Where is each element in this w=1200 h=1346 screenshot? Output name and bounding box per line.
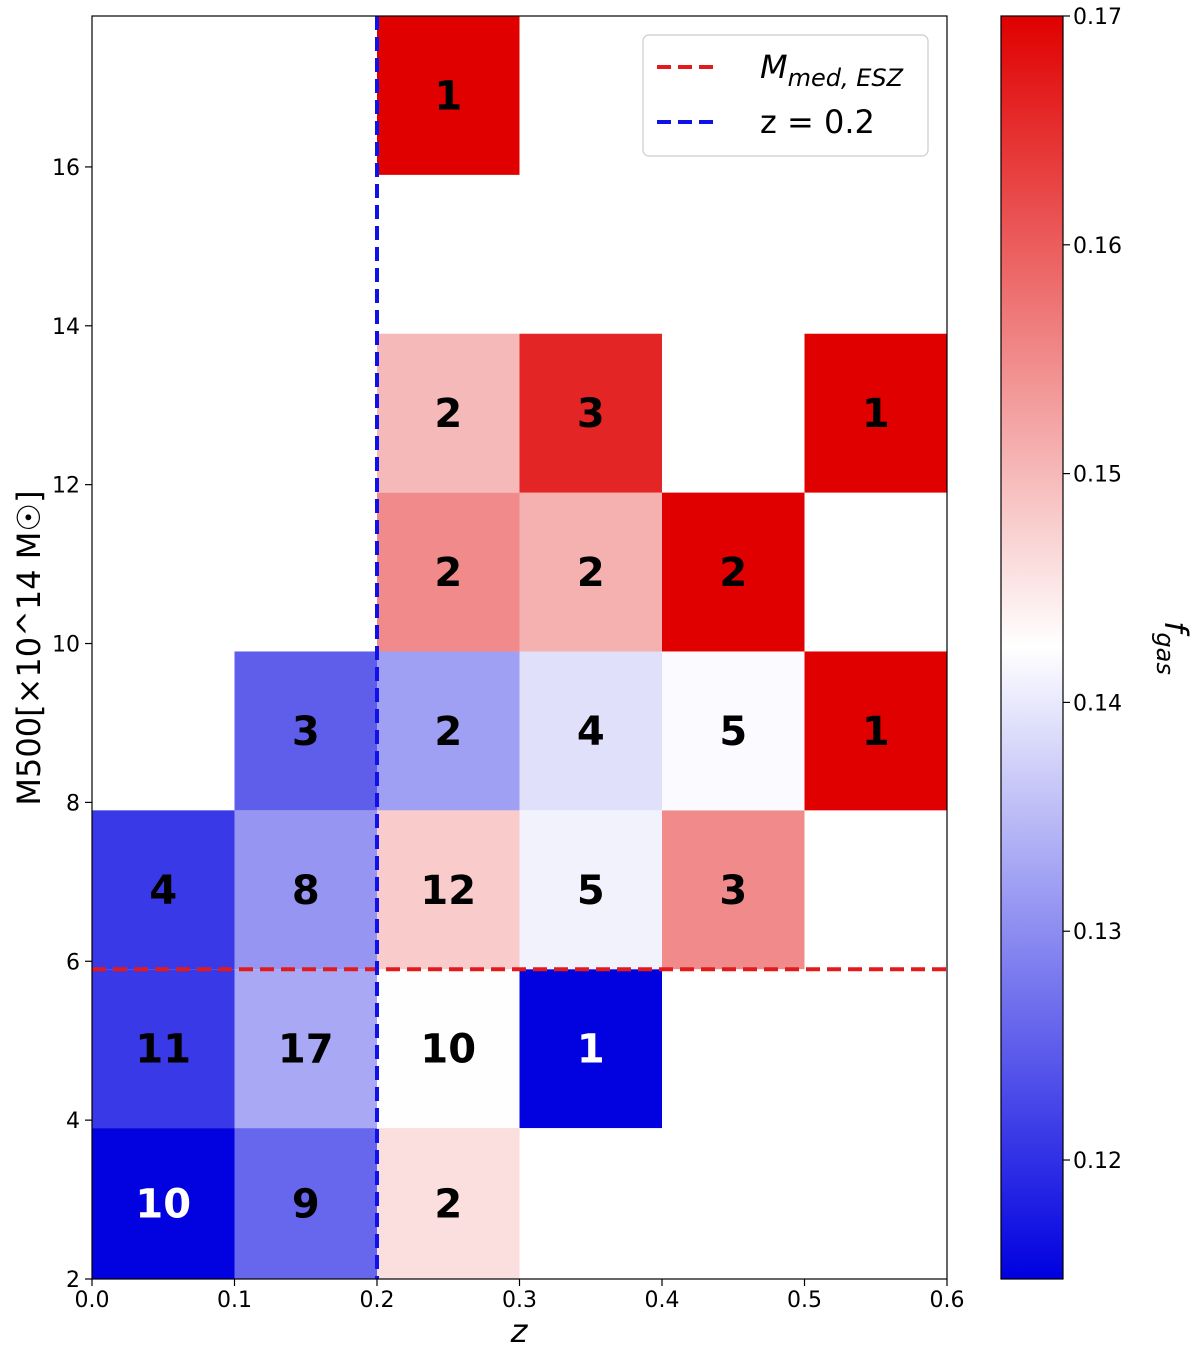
heatmap-cell <box>519 810 662 970</box>
colorbar-tick-label: 0.15 <box>1073 463 1122 488</box>
x-tick-label: 0.3 <box>502 1288 537 1313</box>
reference-lines <box>92 16 947 1279</box>
heatmap-cell-count: 2 <box>434 391 462 437</box>
heatmap-cell <box>804 333 947 493</box>
y-tick-label: 2 <box>66 1268 80 1293</box>
legend: Mmed, ESZ z = 0.2 <box>642 34 929 157</box>
heatmap-cell-count: 1 <box>862 709 890 755</box>
heatmap-cell <box>377 16 520 175</box>
y-tick-label: 6 <box>66 950 80 975</box>
x-tick-label: 0.0 <box>75 1288 110 1313</box>
heatmap-cell <box>234 651 377 811</box>
colorbar: 0.12 0.13 0.14 0.15 0.16 0.17 fgas <box>1000 5 1195 1280</box>
heatmap-cell-count: 3 <box>292 709 320 755</box>
heatmap-cell-labels: 10 9 211 17 10 14 8 12 5 33 2 4 5 12 2 22 3 11 <box>135 73 889 1227</box>
heatmap-cell <box>377 810 520 970</box>
heatmap-cell-count: 4 <box>577 709 605 755</box>
heatmap-cell <box>519 651 662 811</box>
heatmap-cell-count: 9 <box>292 1182 320 1228</box>
heatmap-cell <box>234 810 377 970</box>
legend-label-mmed-sub: med, ESZ <box>788 64 904 92</box>
heatmap-cell-count: 3 <box>577 391 605 437</box>
heatmap-cell-count: 5 <box>719 709 747 755</box>
heatmap-cell <box>377 969 520 1129</box>
heatmap-cell <box>519 333 662 493</box>
heatmap-cell-count: 2 <box>719 550 747 596</box>
legend-box <box>642 34 929 157</box>
y-tick-label: 8 <box>66 791 80 816</box>
heatmap-cell-count: 2 <box>577 550 605 596</box>
heatmap-cell <box>662 810 805 970</box>
x-tick-label: 0.5 <box>787 1288 822 1313</box>
heatmap-cell <box>519 492 662 652</box>
colorbar-tick-label: 0.14 <box>1073 691 1122 716</box>
heatmap-cell-count: 8 <box>292 868 320 914</box>
heatmap-cell <box>92 969 235 1129</box>
heatmap-cell-count: 1 <box>434 73 462 119</box>
heatmap-cell-count: 11 <box>135 1027 191 1073</box>
heatmap-cell <box>234 969 377 1129</box>
y-tick-label: 14 <box>52 315 80 340</box>
colorbar-tick-label: 0.16 <box>1073 234 1122 259</box>
y-axis-ticks: 2 4 6 8 10 12 14 16 <box>52 156 92 1293</box>
heatmap-cell <box>662 492 805 652</box>
legend-label-mmed: Mmed, ESZ <box>760 48 904 92</box>
heatmap-cell <box>234 1128 377 1279</box>
heatmap-cell-count: 2 <box>434 709 462 755</box>
colorbar-label-sub: gas <box>1151 632 1179 674</box>
heatmap-cell-count: 1 <box>577 1027 605 1073</box>
x-tick-label: 0.6 <box>930 1288 965 1313</box>
heatmap-cell-count: 2 <box>434 1182 462 1228</box>
y-axis-label: M500[×10^14 M☉] <box>10 490 48 805</box>
heatmap-cell <box>377 651 520 811</box>
heatmap-cell-count: 2 <box>434 550 462 596</box>
legend-label-mmed-main: M <box>760 48 788 86</box>
x-axis-label: z <box>510 1312 529 1346</box>
x-tick-label: 0.1 <box>217 1288 252 1313</box>
heatmap-cell <box>92 810 235 970</box>
y-tick-label: 4 <box>66 1109 80 1134</box>
heatmap-cell-count: 12 <box>420 868 476 914</box>
y-tick-label: 16 <box>52 156 80 181</box>
colorbar-tick-label: 0.12 <box>1073 1149 1122 1174</box>
y-tick-label: 12 <box>52 474 80 499</box>
x-tick-label: 0.2 <box>360 1288 395 1313</box>
x-tick-label: 0.4 <box>645 1288 680 1313</box>
colorbar-label: fgas <box>1151 621 1195 675</box>
heatmap-cell <box>377 1128 520 1279</box>
heatmap-cells <box>92 16 947 1279</box>
x-axis-ticks: 0.0 0.1 0.2 0.3 0.4 0.5 0.6 <box>75 1279 965 1313</box>
colorbar-tick-label: 0.17 <box>1073 5 1122 30</box>
heatmap-cell <box>92 1128 235 1279</box>
heatmap-cell-count: 4 <box>149 868 177 914</box>
heatmap-cell-count: 17 <box>278 1027 334 1073</box>
heatmap-cell <box>377 333 520 493</box>
heatmap-cell <box>519 969 662 1129</box>
colorbar-tick-label: 0.13 <box>1073 920 1122 945</box>
heatmap-cell-count: 3 <box>719 868 747 914</box>
heatmap-cell-count: 10 <box>135 1182 191 1228</box>
heatmap-cell-count: 5 <box>577 868 605 914</box>
heatmap-cell <box>804 651 947 811</box>
legend-label-z02: z = 0.2 <box>760 103 875 141</box>
y-tick-label: 10 <box>52 633 80 658</box>
heatmap-cell <box>662 651 805 811</box>
heatmap-cell-count: 10 <box>420 1027 476 1073</box>
heatmap-cell <box>377 492 520 652</box>
colorbar-gradient <box>1000 15 1064 1280</box>
heatmap-cell-count: 1 <box>862 391 890 437</box>
colorbar-ticks: 0.12 0.13 0.14 0.15 0.16 0.17 <box>1063 5 1122 1174</box>
